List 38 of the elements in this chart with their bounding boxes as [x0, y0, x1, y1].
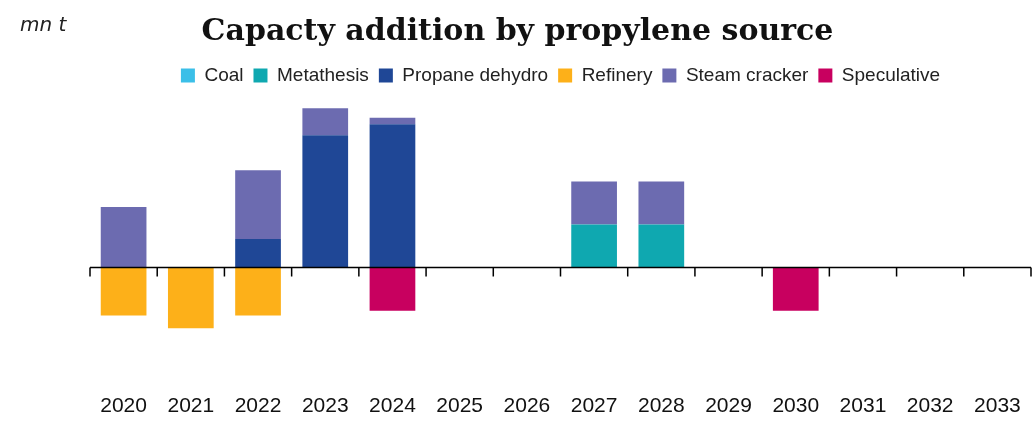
x-tick-label: 2020 — [100, 393, 147, 417]
bar — [772, 267, 819, 311]
x-tick-label: 2033 — [974, 393, 1021, 417]
x-tick-label: 2026 — [503, 393, 551, 417]
bar — [638, 224, 685, 268]
legend-label: Speculative — [841, 63, 941, 85]
x-tick-label: 2030 — [772, 393, 820, 417]
bar — [571, 181, 617, 225]
chart-title: Capacty addition by propylene source — [201, 12, 834, 47]
legend-label: Coal — [204, 63, 244, 85]
y-axis-title: mn t — [20, 12, 67, 36]
bar — [235, 170, 281, 239]
x-tick-label: 2032 — [906, 393, 954, 417]
legend-label: Propane dehydro — [402, 63, 549, 85]
x-tick-label: 2024 — [369, 393, 417, 417]
x-tick-label: 2031 — [839, 393, 887, 417]
bar — [100, 267, 147, 316]
bar — [369, 117, 416, 125]
x-tick-label: 2025 — [436, 393, 484, 417]
bar — [302, 135, 349, 268]
bar — [100, 207, 147, 268]
legend-label: Metathesis — [276, 63, 369, 85]
bar — [571, 224, 617, 268]
bar — [369, 124, 416, 268]
x-tick-label: 2029 — [705, 393, 752, 417]
bar — [235, 238, 281, 268]
x-tick-label: 2027 — [570, 393, 618, 417]
legend-label: Steam cracker — [685, 63, 810, 85]
legend-label: Refinery — [581, 63, 653, 85]
x-tick-label: 2022 — [234, 393, 282, 417]
bar — [302, 108, 349, 136]
bar — [235, 267, 281, 316]
bar — [638, 181, 685, 225]
x-tick-label: 2028 — [637, 393, 685, 417]
x-tick-label: 2023 — [301, 393, 349, 417]
bar — [167, 267, 214, 329]
x-tick-label: 2021 — [167, 393, 215, 417]
bar — [369, 267, 416, 311]
